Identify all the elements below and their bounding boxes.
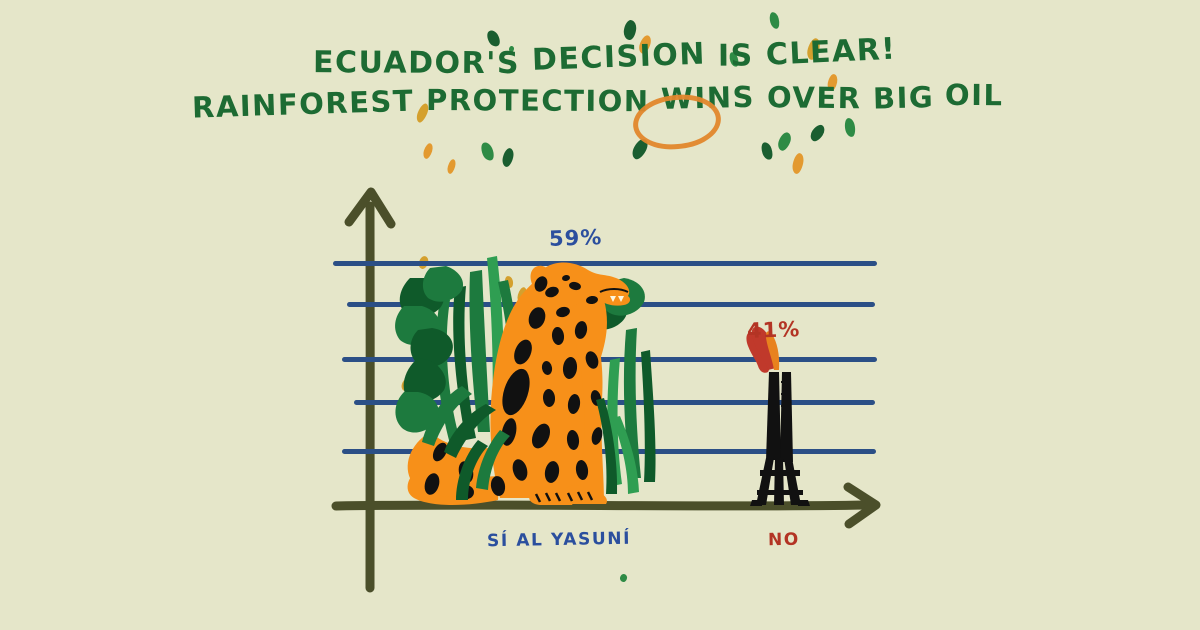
value-label-si: 59% [548,225,603,251]
y-axis-arrow-icon [344,187,396,229]
category-label-no: NO [767,529,801,551]
gridline-2 [342,357,877,362]
x-axis-arrow-icon [843,482,881,529]
derrick-flame-icon [746,326,780,373]
gridline-0 [333,261,877,266]
category-label-si: SÍ AL YASUNÍ [486,528,632,552]
foliage-front [395,358,639,500]
x-axis-line [331,500,873,511]
derrick-tower [750,372,810,506]
value-label-no: 41% [746,317,801,343]
jaguar-body [407,262,631,505]
